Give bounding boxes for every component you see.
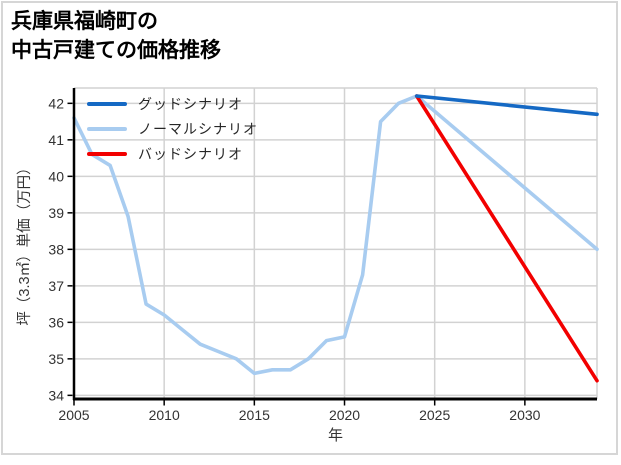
y-tick-label: 41 [48,132,64,148]
y-tick-label: 40 [48,168,64,184]
legend-label-normal-scenario: ノーマルシナリオ [138,120,258,137]
chart-title-line1: 兵庫県福崎町の [11,10,158,33]
legend-label-good-scenario: グッドシナリオ [138,95,243,112]
y-tick-label: 34 [48,387,64,403]
legend-label-bad-scenario: バッドシナリオ [138,145,243,162]
bad-scenario-line-swatch [87,151,127,156]
series-line-good [414,94,599,117]
y-tick-label: 35 [48,351,64,367]
x-tick-label: 2025 [419,407,450,423]
y-axis-label: 坪（3.3㎡）単価（万円） [17,160,33,326]
normal-scenario-line-swatch [87,126,127,131]
good-scenario-line-swatch [87,101,127,106]
x-tick-label: 2005 [58,407,89,423]
x-tick-label: 2015 [239,407,270,423]
x-axis-label: 年 [327,427,343,444]
chart-title-line2: 中古戸建ての価格推移 [11,39,221,62]
x-tick-label: 2020 [329,407,360,423]
series-line-bad [414,94,599,383]
y-tick-label: 42 [48,95,64,111]
y-tick-label: 39 [48,205,64,221]
legend-item-normal-scenario: ノーマルシナリオ [87,116,258,141]
legend-item-good-scenario: グッドシナリオ [87,91,258,116]
legend: グッドシナリオ ノーマルシナリオ バッドシナリオ [87,91,258,166]
x-tick-label: 2010 [149,407,180,423]
y-tick-label: 37 [48,278,64,294]
x-tick-label: 2030 [509,407,540,423]
y-tick-label: 38 [48,241,64,257]
chart-title: 兵庫県福崎町の中古戸建ての価格推移 [11,7,221,65]
series-line-normal [72,94,599,376]
legend-item-bad-scenario: バッドシナリオ [87,141,258,166]
y-tick-label: 36 [48,314,64,330]
